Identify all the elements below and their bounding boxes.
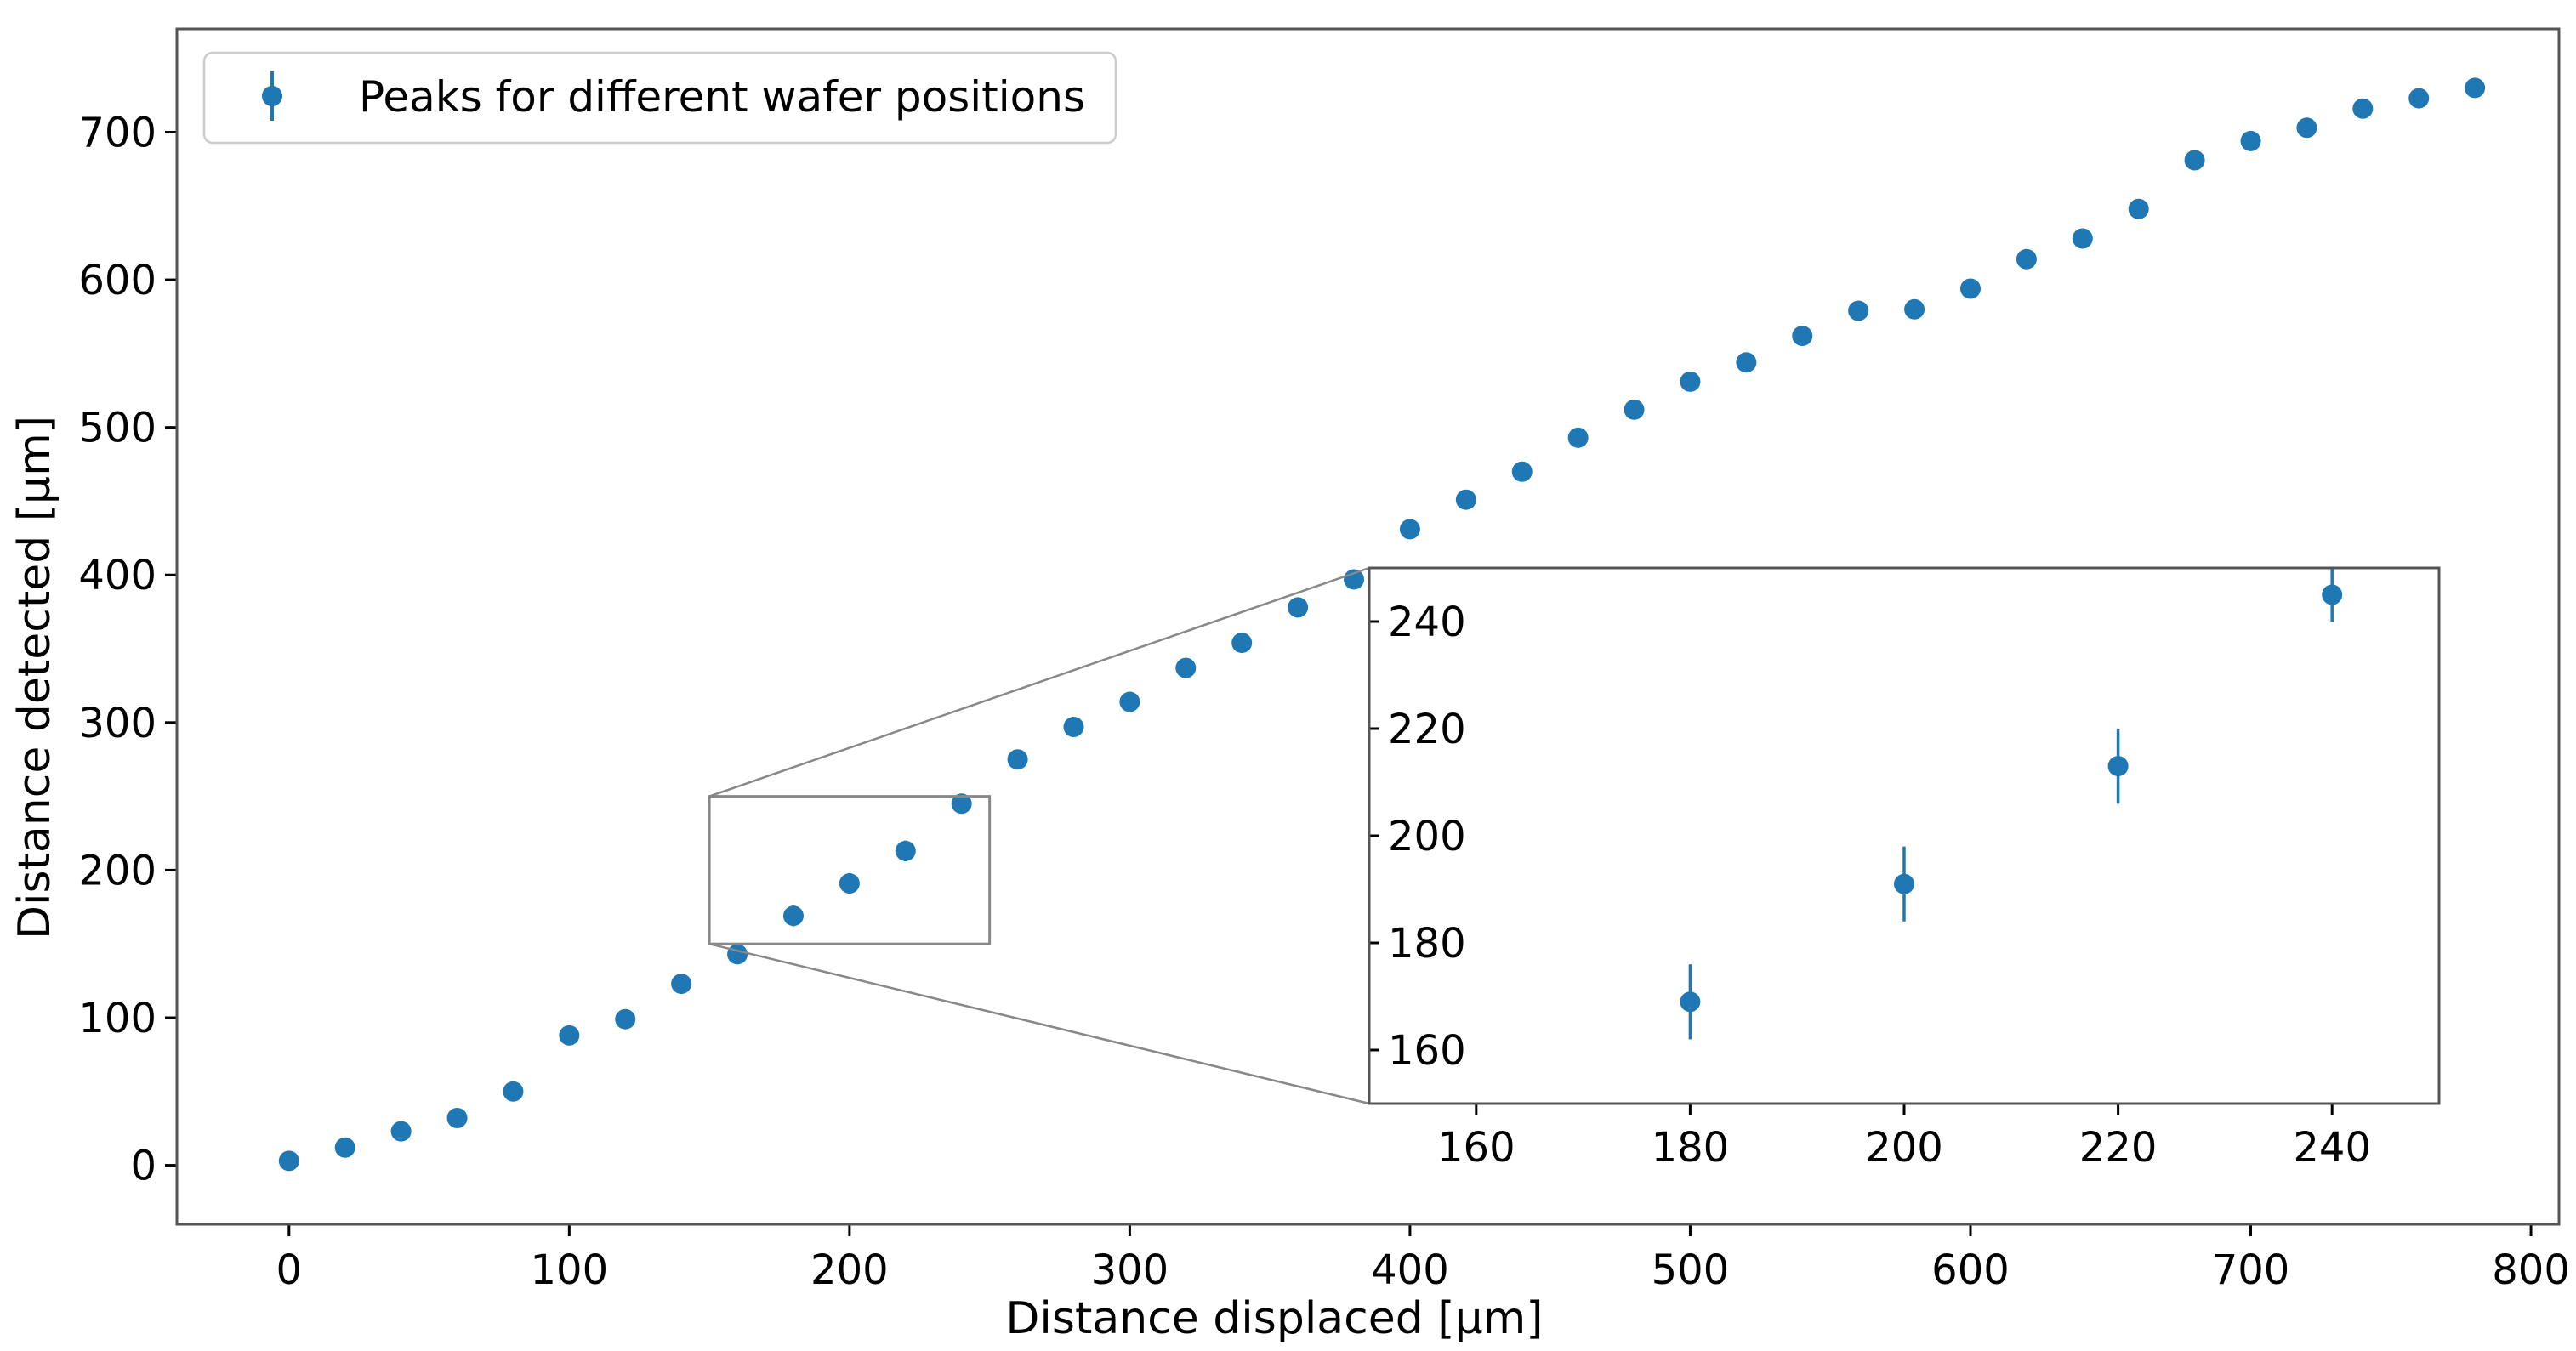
x-tick-label: 400 bbox=[1371, 1246, 1449, 1294]
y-tick-label: 300 bbox=[78, 700, 156, 747]
inset-x-tick-label: 200 bbox=[1865, 1124, 1943, 1172]
data-point bbox=[615, 1008, 636, 1030]
x-tick-label: 500 bbox=[1652, 1246, 1730, 1294]
data-point bbox=[503, 1081, 524, 1102]
data-point bbox=[2016, 248, 2037, 270]
data-point bbox=[1231, 633, 1253, 654]
main-plot-frame bbox=[175, 27, 2561, 1226]
data-point bbox=[2296, 117, 2317, 139]
data-point bbox=[1119, 691, 1140, 712]
data-point bbox=[1959, 278, 1981, 299]
data-point bbox=[334, 1137, 355, 1158]
data-point bbox=[1792, 326, 1813, 347]
data-point bbox=[1175, 657, 1197, 678]
data-point bbox=[671, 974, 692, 995]
inset-x-tick-label: 220 bbox=[2079, 1124, 2158, 1172]
data-point bbox=[1567, 427, 1589, 448]
data-point bbox=[390, 1121, 412, 1142]
data-point bbox=[1288, 597, 1309, 618]
inset-x-tick-label: 160 bbox=[1437, 1124, 1515, 1172]
data-point bbox=[2128, 198, 2149, 219]
data-point bbox=[839, 873, 860, 894]
y-tick-label: 600 bbox=[78, 257, 156, 304]
y-axis-label: Distance detected [μm] bbox=[9, 416, 60, 939]
inset-x-tick-label: 240 bbox=[2293, 1124, 2371, 1172]
inset-plot-marks bbox=[1680, 568, 2343, 1040]
inset-data-point bbox=[2322, 584, 2343, 605]
inset-y-tick-label: 160 bbox=[1388, 1027, 1466, 1075]
data-point bbox=[1624, 399, 1645, 420]
y-tick-label: 700 bbox=[78, 110, 156, 157]
main-plot-marks bbox=[278, 77, 2486, 1172]
legend: Peaks for different wafer positions bbox=[202, 51, 1117, 145]
inset-background bbox=[1369, 568, 2439, 1104]
data-point bbox=[1848, 300, 1869, 321]
inset-y-tick-label: 220 bbox=[1388, 706, 1466, 753]
data-point bbox=[1680, 371, 1701, 392]
legend-label: Peaks for different wafer positions bbox=[359, 72, 1085, 122]
inset-data-point bbox=[1680, 991, 1701, 1013]
data-point bbox=[1904, 298, 1925, 320]
y-tick-label: 400 bbox=[78, 552, 156, 599]
data-point bbox=[446, 1108, 468, 1129]
data-point bbox=[1063, 717, 1084, 738]
y-tick-label: 100 bbox=[78, 995, 156, 1042]
data-point bbox=[782, 905, 804, 927]
x-tick-label: 300 bbox=[1091, 1246, 1169, 1294]
data-point bbox=[951, 793, 972, 815]
x-tick-label: 700 bbox=[2212, 1246, 2290, 1294]
data-point bbox=[1007, 749, 1028, 770]
y-tick-label: 0 bbox=[130, 1143, 156, 1190]
data-point bbox=[2072, 228, 2093, 249]
data-point bbox=[2465, 77, 2486, 99]
main-axes-ticks: 0 100 200 300 400 500 600 700 800 0 100 200 300 400 50… bbox=[78, 110, 2569, 1294]
data-point bbox=[559, 1025, 580, 1046]
x-tick-label: 0 bbox=[276, 1246, 303, 1294]
data-point bbox=[1736, 352, 1757, 373]
data-point bbox=[1399, 519, 1420, 540]
zoom-indicator-box bbox=[708, 795, 992, 945]
data-point bbox=[2184, 150, 2205, 171]
inset-y-tick-label: 240 bbox=[1388, 599, 1466, 646]
inset-plot-frame bbox=[1368, 566, 2441, 1105]
y-tick-label: 200 bbox=[78, 847, 156, 894]
inset-data-point bbox=[1894, 873, 1914, 894]
x-axis-label: Distance displaced [μm] bbox=[1005, 1293, 1543, 1344]
data-point bbox=[1455, 489, 1476, 510]
inset-y-tick-label: 200 bbox=[1388, 813, 1466, 860]
data-point bbox=[2352, 98, 2374, 119]
data-point bbox=[727, 944, 748, 965]
data-point bbox=[1511, 461, 1533, 482]
inset-x-tick-label: 180 bbox=[1652, 1124, 1730, 1172]
zoom-connector-bottom bbox=[708, 942, 1370, 1105]
data-point bbox=[278, 1150, 299, 1172]
legend-marker-icon bbox=[262, 86, 282, 106]
x-tick-label: 100 bbox=[531, 1246, 609, 1294]
y-tick-label: 500 bbox=[78, 405, 156, 452]
x-tick-label: 600 bbox=[1931, 1246, 2010, 1294]
data-point bbox=[2240, 130, 2261, 151]
inset-y-tick-label: 180 bbox=[1388, 920, 1466, 968]
legend-box bbox=[202, 51, 1117, 145]
data-point bbox=[895, 840, 916, 861]
inset-axes-ticks: 160 180 200 220 240 160 180 200 220 240 bbox=[1369, 599, 2371, 1172]
zoom-connector-top bbox=[708, 566, 1370, 798]
inset-data-point bbox=[2107, 756, 2129, 777]
data-point bbox=[2408, 88, 2430, 109]
x-tick-label: 200 bbox=[810, 1246, 889, 1294]
x-tick-label: 800 bbox=[2492, 1246, 2570, 1294]
